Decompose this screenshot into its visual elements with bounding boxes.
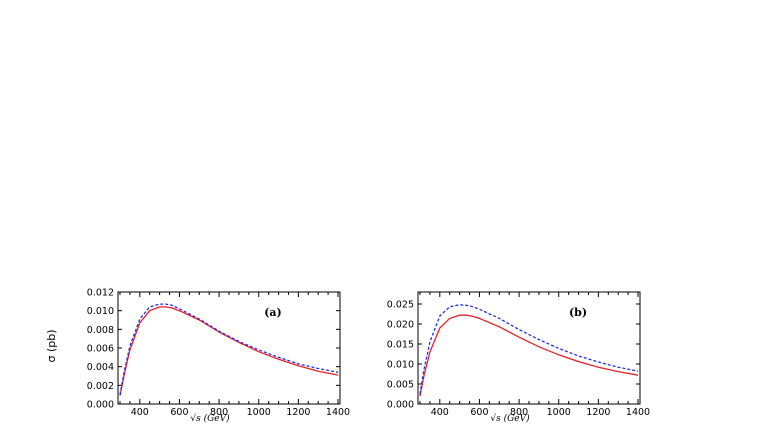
- x-axis-label: √s (GeV): [490, 413, 530, 424]
- series-line-dashed: [119, 303, 339, 395]
- plot-frame: [117, 291, 341, 405]
- chart-panel-a: 0.000 0.002 0.004 0.006 0.008 0.010 0.012 400 60…: [87, 288, 350, 425]
- y-tick-label: 0.000: [87, 400, 114, 411]
- panel-label: (b): [569, 306, 587, 319]
- y-tick-label: 0.006: [87, 344, 114, 355]
- y-tick-label: 0.025: [387, 300, 414, 311]
- x-tick-label: 1200: [586, 407, 610, 418]
- series-line-dashed: [419, 304, 639, 395]
- y-tick-label: 0.000: [387, 400, 414, 411]
- series-line-solid: [419, 314, 639, 397]
- y-tick-label: 0.020: [387, 320, 414, 331]
- x-tick-label: 800: [210, 407, 228, 418]
- y-tick-label: 0.008: [87, 325, 114, 336]
- chart-panel-b: 0.000 0.005 0.010 0.015 0.020 0.025 400 600 800 1…: [387, 291, 650, 424]
- panel-label: (a): [264, 306, 282, 319]
- y-tick-label: 0.012: [87, 288, 114, 299]
- y-tick-label: 0.005: [387, 380, 414, 391]
- y-tick-label: 0.010: [87, 306, 114, 317]
- x-tick-label: 600: [470, 407, 488, 418]
- x-tick-label: 1000: [247, 407, 271, 418]
- x-axis-label: √s (GeV): [190, 413, 230, 424]
- y-tick-label: 0.004: [87, 362, 114, 373]
- x-tick-label: 800: [510, 407, 528, 418]
- x-tick-label: 1400: [326, 407, 350, 418]
- x-tick-label: 1000: [547, 407, 571, 418]
- y-tick-label: 0.015: [387, 340, 414, 351]
- x-tick-label: 400: [131, 407, 149, 418]
- x-tick-label: 1200: [286, 407, 310, 418]
- x-tick-label: 600: [170, 407, 188, 418]
- y-tick-label: 0.002: [87, 381, 114, 392]
- series-line-solid: [119, 306, 339, 396]
- x-tick-label: 400: [431, 407, 449, 418]
- plot-frame: [417, 291, 641, 405]
- x-tick-label: 1400: [626, 407, 650, 418]
- y-tick-label: 0.010: [387, 360, 414, 371]
- y-axis-label: σ (pb): [45, 329, 58, 362]
